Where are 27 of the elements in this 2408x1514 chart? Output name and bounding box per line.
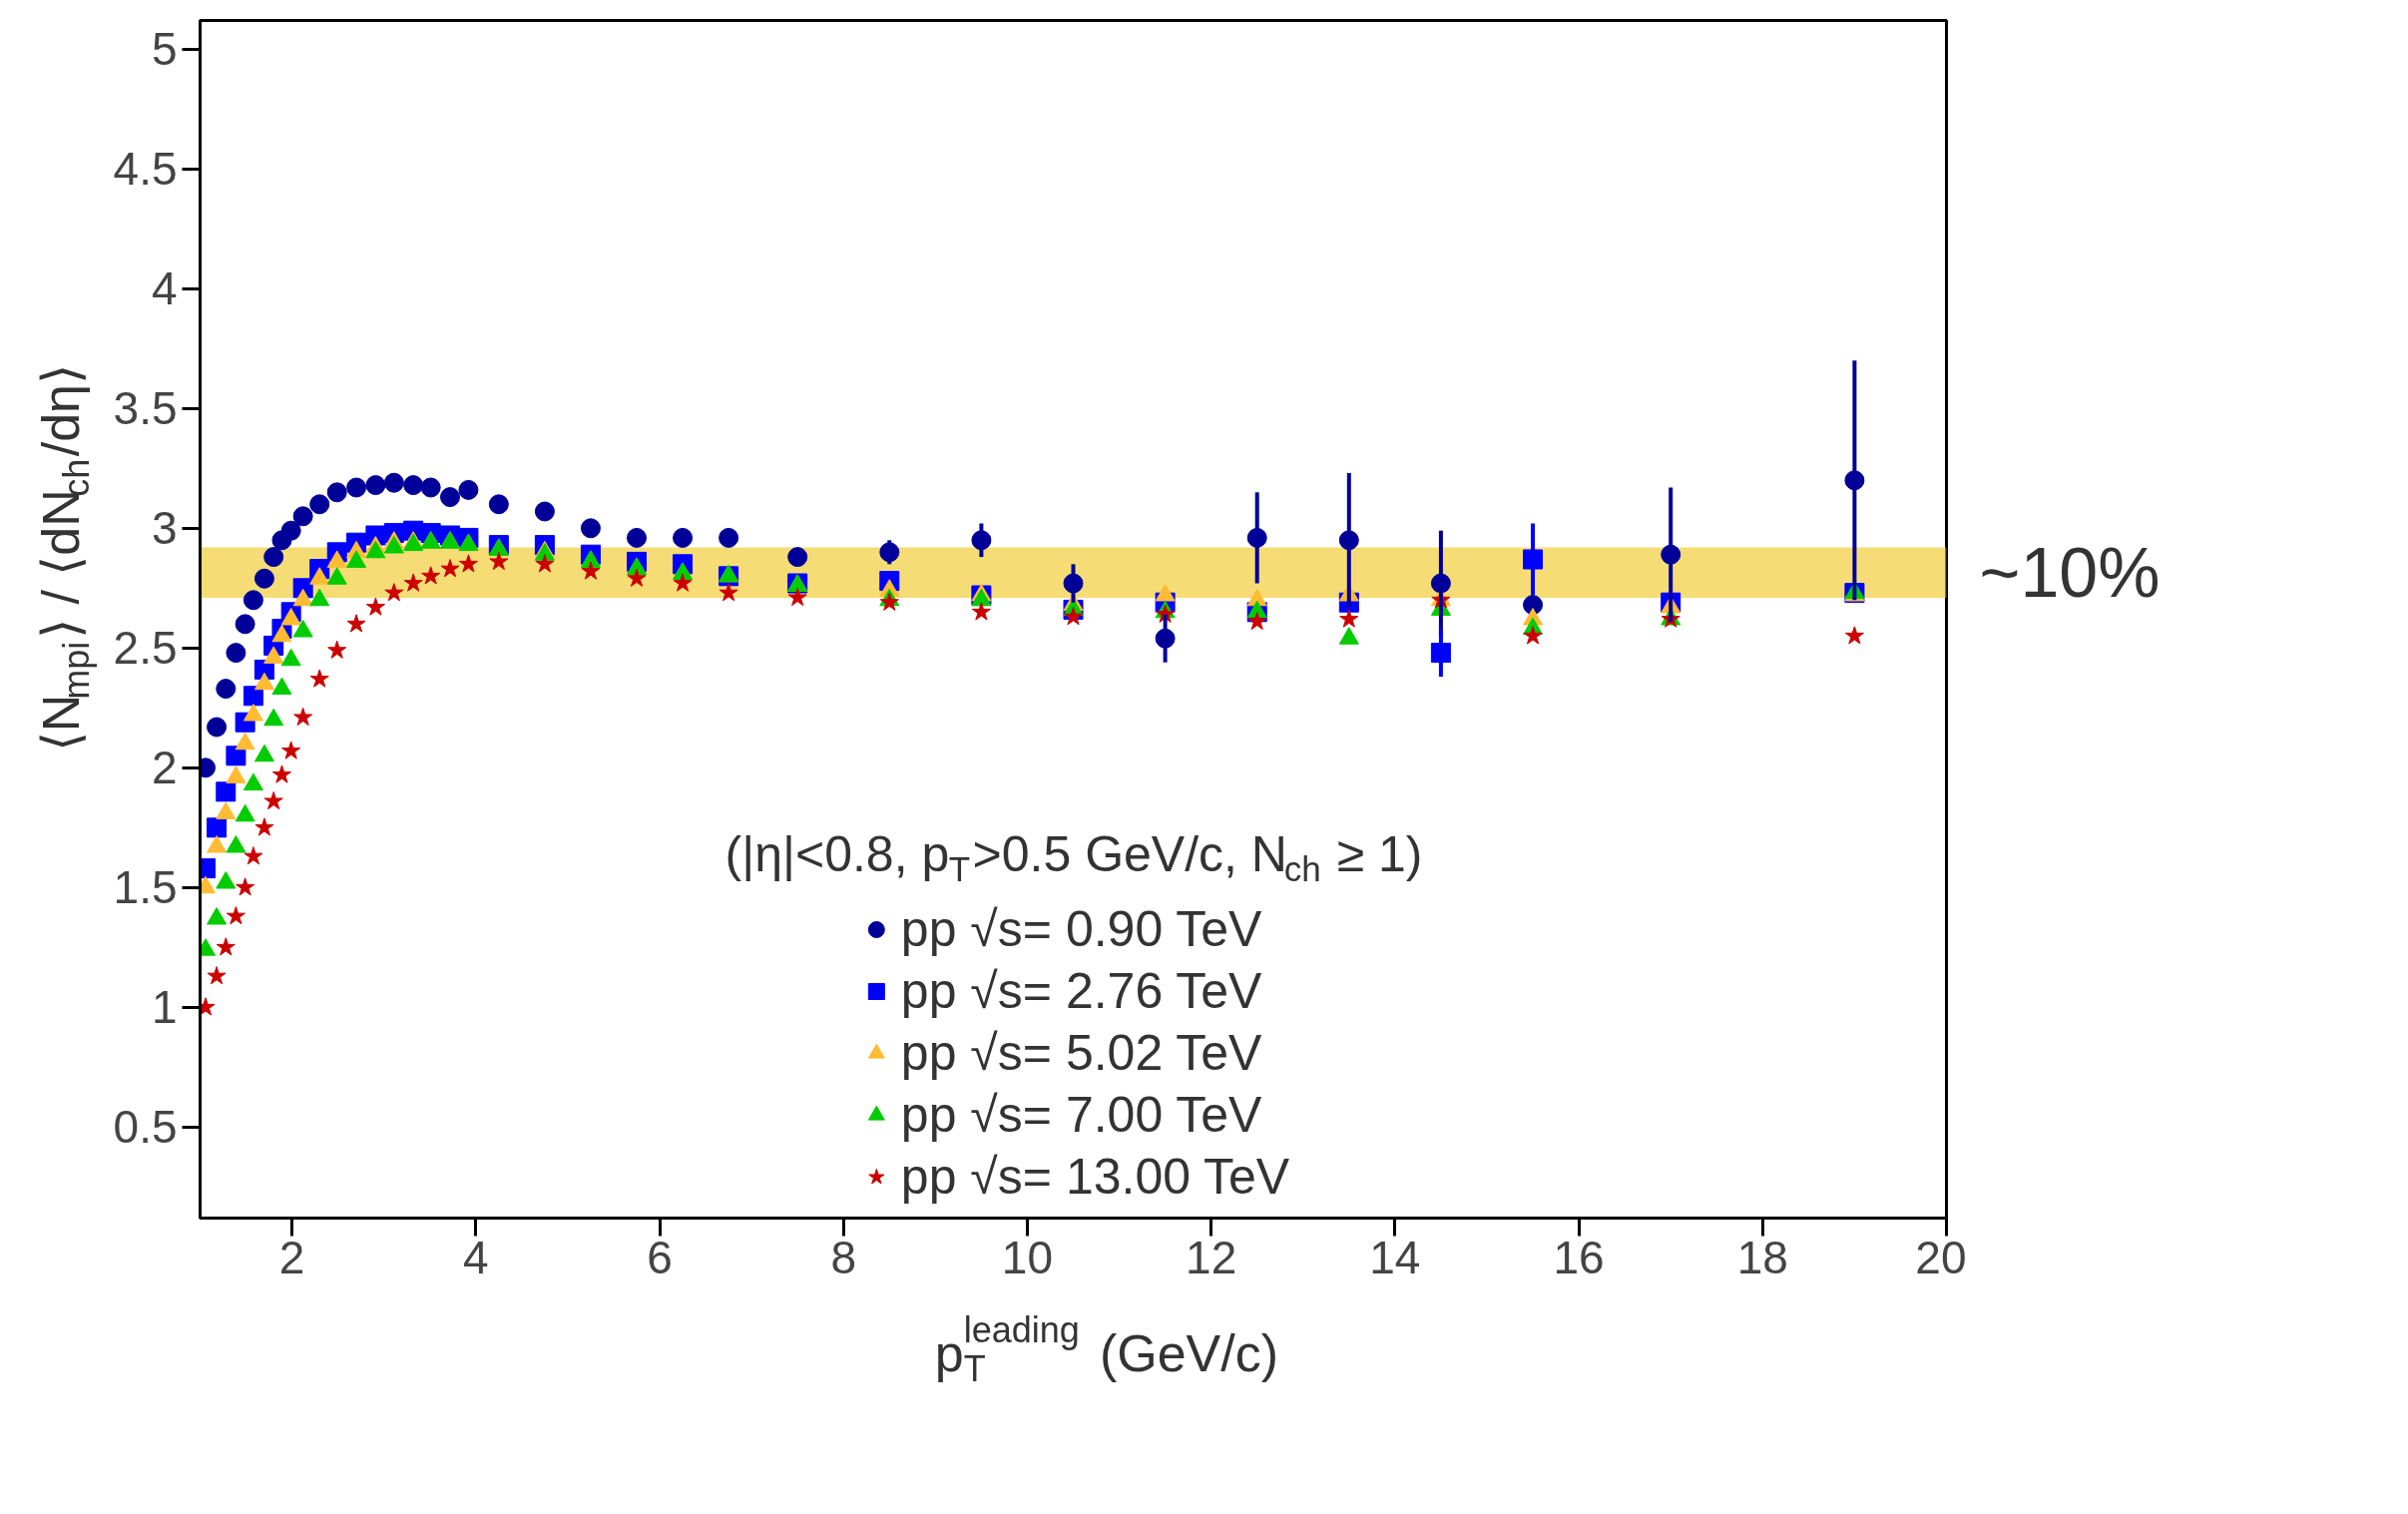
x-tick-label: 8	[830, 1231, 857, 1283]
x-tick-label: 18	[1736, 1231, 1788, 1283]
y-tick-label: 2	[151, 742, 178, 794]
legend-label: pp √s= 7.00 TeV	[900, 1086, 1262, 1145]
y-tick-label: 2.5	[113, 622, 178, 675]
x-tick-label: 20	[1915, 1231, 1967, 1283]
legend-label: pp √s= 2.76 TeV	[900, 962, 1262, 1021]
y-tick-label: 5	[151, 23, 178, 76]
x-tick-label: 6	[647, 1231, 673, 1283]
x-tick-label: 2	[278, 1231, 305, 1283]
y-tick-label: 3	[151, 502, 178, 555]
legend-label: pp √s= 13.00 TeV	[900, 1148, 1290, 1207]
band-label: ~10%	[1979, 533, 2161, 612]
x-tick-label: 16	[1553, 1231, 1605, 1283]
x-tick-label: 14	[1369, 1231, 1421, 1283]
legend-label: pp √s= 0.90 TeV	[900, 900, 1262, 959]
x-tick-label: 10	[1001, 1231, 1054, 1283]
y-tick-label: 0.5	[113, 1101, 178, 1154]
y-tick-label: 4	[151, 262, 178, 315]
y-tick-label: 3.5	[113, 382, 178, 435]
y-tick-label: 1	[151, 981, 178, 1034]
x-tick-label: 4	[463, 1231, 489, 1283]
y-axis-title: ⟨Nmpi⟩ / ⟨dNch/dη⟩	[32, 364, 98, 753]
legend-label: pp √s= 5.02 TeV	[900, 1024, 1262, 1083]
y-tick-label: 4.5	[113, 143, 178, 196]
x-tick-label: 12	[1186, 1231, 1237, 1283]
y-tick-label: 1.5	[113, 861, 178, 914]
